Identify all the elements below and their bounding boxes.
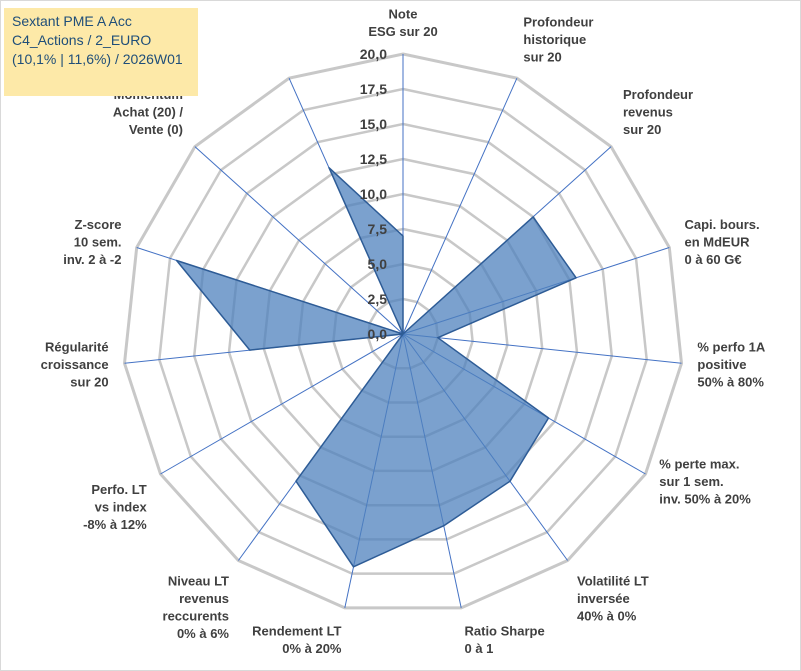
tick-label: 5,0 — [368, 256, 388, 272]
fund-info-box: Sextant PME A Acc C4_Actions / 2_EURO (1… — [4, 8, 198, 96]
grid-ring — [122, 52, 684, 610]
axis-spoke — [402, 333, 682, 364]
tick-label: 15,0 — [360, 116, 387, 132]
axis-label: Perfo. LT vs index -8% à 12% — [83, 482, 147, 532]
axis-label: Note ESG sur 20 — [368, 7, 437, 40]
axis-label: Z-score 10 sem. inv. 2 à -2 — [63, 217, 121, 267]
axis-label: Volatilité LT inversée 40% à 0% — [577, 574, 649, 624]
fund-name: Sextant PME A Acc — [12, 13, 132, 29]
axis-label: Capi. bours. en MdEUR 0 à 60 G€ — [685, 217, 760, 267]
axis-label: % perfo 1A positive 50% à 80% — [697, 339, 766, 389]
axis-label: Profondeur revenus sur 20 — [623, 87, 693, 137]
radar-axis-labels: Note ESG sur 20 Profondeur historique sur 20… — [41, 7, 766, 657]
axis-label: % perte max. sur 1 sem. inv. 50% à 20% — [659, 457, 751, 507]
series-area — [175, 166, 577, 568]
axis-label: Régularité croissance sur 20 — [41, 339, 109, 389]
axis-spoke — [402, 77, 518, 335]
tick-label: 0,0 — [368, 326, 388, 342]
tick-label: 17,5 — [360, 81, 387, 97]
tick-label: 7,5 — [368, 221, 388, 237]
axis-label: Profondeur historique sur 20 — [523, 15, 593, 65]
radar-series — [175, 166, 577, 568]
tick-label: 10,0 — [360, 186, 387, 202]
axis-spoke — [160, 333, 404, 475]
fund-category: C4_Actions / 2_EURO — [12, 32, 152, 48]
axis-label: Niveau LT revenus reccurents 0% à 6% — [163, 574, 230, 642]
axis-label: Rendement LT 0% à 20% — [252, 624, 342, 657]
tick-label: 12,5 — [360, 151, 387, 167]
grid-ring — [158, 87, 648, 575]
tick-label: 20,0 — [360, 46, 387, 62]
axis-label: Ratio Sharpe 0 à 1 — [465, 624, 545, 657]
radar-tick-labels: 0,0 2,5 5,0 7,5 10,0 12,5 15,0 17,5 20,0 — [360, 46, 387, 342]
axis-spoke — [194, 146, 404, 335]
tick-label: 2,5 — [368, 291, 388, 307]
fund-stats: (10,1% | 11,6%) / 2026W01 — [12, 51, 183, 67]
